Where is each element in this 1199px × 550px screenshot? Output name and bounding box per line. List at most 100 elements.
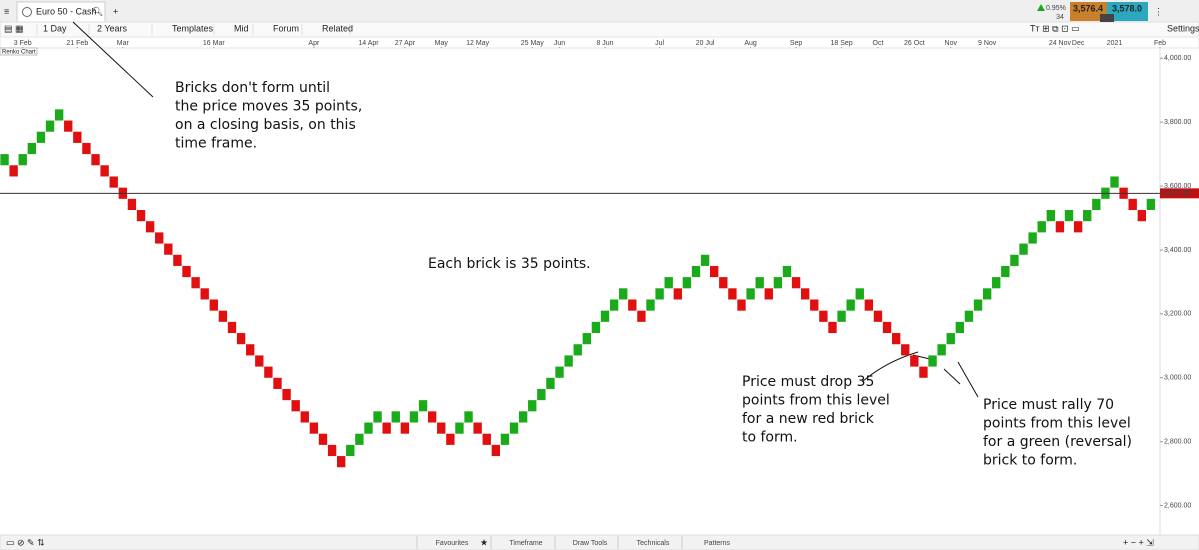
renko-brick bbox=[982, 288, 992, 300]
renko-brick bbox=[828, 321, 837, 334]
window-controls[interactable]: ⋮ bbox=[1154, 6, 1163, 16]
toolbar-button[interactable]: 2 Years bbox=[97, 23, 128, 33]
renko-brick bbox=[1037, 221, 1046, 233]
renko-brick bbox=[336, 456, 346, 468]
renko-brick bbox=[901, 344, 910, 356]
renko-brick bbox=[391, 411, 400, 423]
renko-brick bbox=[327, 444, 337, 457]
renko-brick bbox=[264, 366, 273, 378]
annotation: points from this level bbox=[983, 416, 1131, 432]
x-tick-label: Apr bbox=[308, 40, 320, 47]
renko-brick bbox=[1001, 265, 1010, 278]
bottom-tab[interactable]: Draw Tools bbox=[573, 540, 608, 547]
renko-brick bbox=[537, 388, 546, 401]
renko-brick bbox=[755, 277, 764, 289]
y-tick-label: 3,600.00 bbox=[1164, 183, 1191, 190]
y-tick-label: 2,800.00 bbox=[1164, 439, 1191, 446]
toolbar-button[interactable]: 1 Day bbox=[43, 23, 67, 33]
bottom-icons[interactable]: ▭ ⊘ ✎ ⇅ bbox=[6, 537, 45, 547]
new-tab[interactable]: + bbox=[113, 6, 118, 16]
x-tick-label: Dec bbox=[1072, 40, 1085, 47]
x-tick-label: 14 Apr bbox=[358, 40, 379, 47]
sell-price[interactable]: 3,576.4 bbox=[1073, 3, 1103, 13]
annotation: to form. bbox=[742, 430, 798, 446]
renko-brick bbox=[109, 176, 118, 188]
renko-brick bbox=[64, 120, 73, 132]
renko-brick bbox=[800, 288, 810, 300]
chart-label-box bbox=[0, 47, 38, 56]
x-tick-label: Nov bbox=[945, 40, 958, 47]
x-tick-label: 20 Jul bbox=[696, 40, 715, 47]
renko-brick bbox=[100, 165, 109, 177]
y-tick-label: 3,200.00 bbox=[1164, 311, 1191, 318]
annotation-arrow bbox=[861, 351, 919, 383]
bottom-tab[interactable]: Patterns bbox=[704, 540, 731, 547]
renko-brick bbox=[555, 366, 564, 378]
renko-brick bbox=[1128, 198, 1137, 211]
bottom-tab[interactable]: Timeframe bbox=[509, 540, 542, 547]
buy-box[interactable] bbox=[1107, 2, 1148, 21]
x-tick-label: 27 Apr bbox=[395, 40, 416, 47]
renko-brick bbox=[591, 321, 601, 334]
annotation: on a closing basis, on this bbox=[175, 117, 356, 133]
renko-brick bbox=[246, 344, 255, 356]
zoom-controls[interactable]: + − + ⇲ bbox=[1123, 537, 1154, 547]
toolbar-icons[interactable]: ▤ ▦ bbox=[4, 23, 24, 33]
renko-brick bbox=[1146, 198, 1156, 211]
renko-brick bbox=[773, 277, 783, 289]
renko-brick bbox=[564, 355, 573, 367]
x-tick-label: 16 Mar bbox=[203, 40, 225, 47]
renko-brick bbox=[73, 131, 82, 143]
renko-brick bbox=[173, 254, 182, 266]
annotation-arrow bbox=[72, 21, 154, 98]
favourite-star[interactable]: ★ bbox=[480, 537, 488, 547]
date-axis bbox=[0, 36, 1199, 49]
tool-icons[interactable]: Tт ⊞ ⧉ ⊡ ▭ bbox=[1030, 23, 1080, 33]
x-tick-label: 26 Oct bbox=[904, 40, 925, 47]
renko-brick bbox=[1083, 210, 1092, 222]
tab-search[interactable]: 🔍︎ bbox=[92, 6, 103, 16]
renko-brick bbox=[846, 299, 855, 311]
annotation: time frame. bbox=[175, 136, 257, 152]
renko-brick bbox=[946, 333, 955, 345]
renko-brick bbox=[400, 422, 410, 434]
annotation: Each brick is 35 points. bbox=[428, 256, 591, 272]
renko-brick bbox=[746, 288, 755, 300]
renko-brick bbox=[54, 109, 64, 121]
renko-brick bbox=[673, 288, 682, 300]
renko-brick bbox=[1064, 210, 1074, 222]
toolbar-button[interactable]: Related bbox=[322, 23, 353, 33]
annotation-arrow bbox=[943, 368, 961, 385]
tab-title[interactable]: Euro 50 - Cash bbox=[36, 6, 97, 16]
chart-label: Renko Chart bbox=[2, 50, 36, 56]
toolbar-button[interactable]: Mid bbox=[234, 23, 249, 33]
bottom-tab[interactable]: Favourites bbox=[436, 540, 469, 547]
annotation: for a green (reversal) bbox=[983, 434, 1132, 450]
renko-brick bbox=[764, 288, 773, 300]
x-tick-label: 2021 bbox=[1107, 40, 1123, 47]
x-tick-label: 25 May bbox=[521, 40, 544, 47]
toolbar-button[interactable]: Forum bbox=[273, 23, 299, 33]
sell-box[interactable] bbox=[1070, 2, 1107, 21]
renko-brick bbox=[273, 377, 282, 389]
x-tick-label: Jun bbox=[554, 40, 565, 47]
renko-brick bbox=[136, 210, 146, 222]
renko-brick bbox=[682, 277, 692, 289]
renko-brick bbox=[691, 265, 701, 278]
renko-brick bbox=[491, 444, 501, 457]
renko-brick bbox=[964, 310, 974, 322]
renko-brick bbox=[937, 344, 946, 356]
renko-brick bbox=[282, 388, 291, 401]
menu[interactable]: ≡ bbox=[4, 6, 9, 16]
renko-brick bbox=[882, 321, 892, 334]
y-tick-label: 3,400.00 bbox=[1164, 247, 1191, 254]
buy-price[interactable]: 3,578.0 bbox=[1112, 3, 1142, 13]
x-tick-label: Jul bbox=[655, 40, 664, 47]
renko-brick bbox=[1028, 232, 1037, 244]
bottom-tab[interactable]: Technicals bbox=[637, 540, 670, 547]
toolbar-button[interactable]: Templates bbox=[172, 23, 214, 33]
settings[interactable]: Settings bbox=[1167, 23, 1199, 33]
renko-brick bbox=[364, 422, 373, 434]
annotation: Price must rally 70 bbox=[983, 397, 1114, 413]
renko-brick bbox=[482, 433, 491, 445]
